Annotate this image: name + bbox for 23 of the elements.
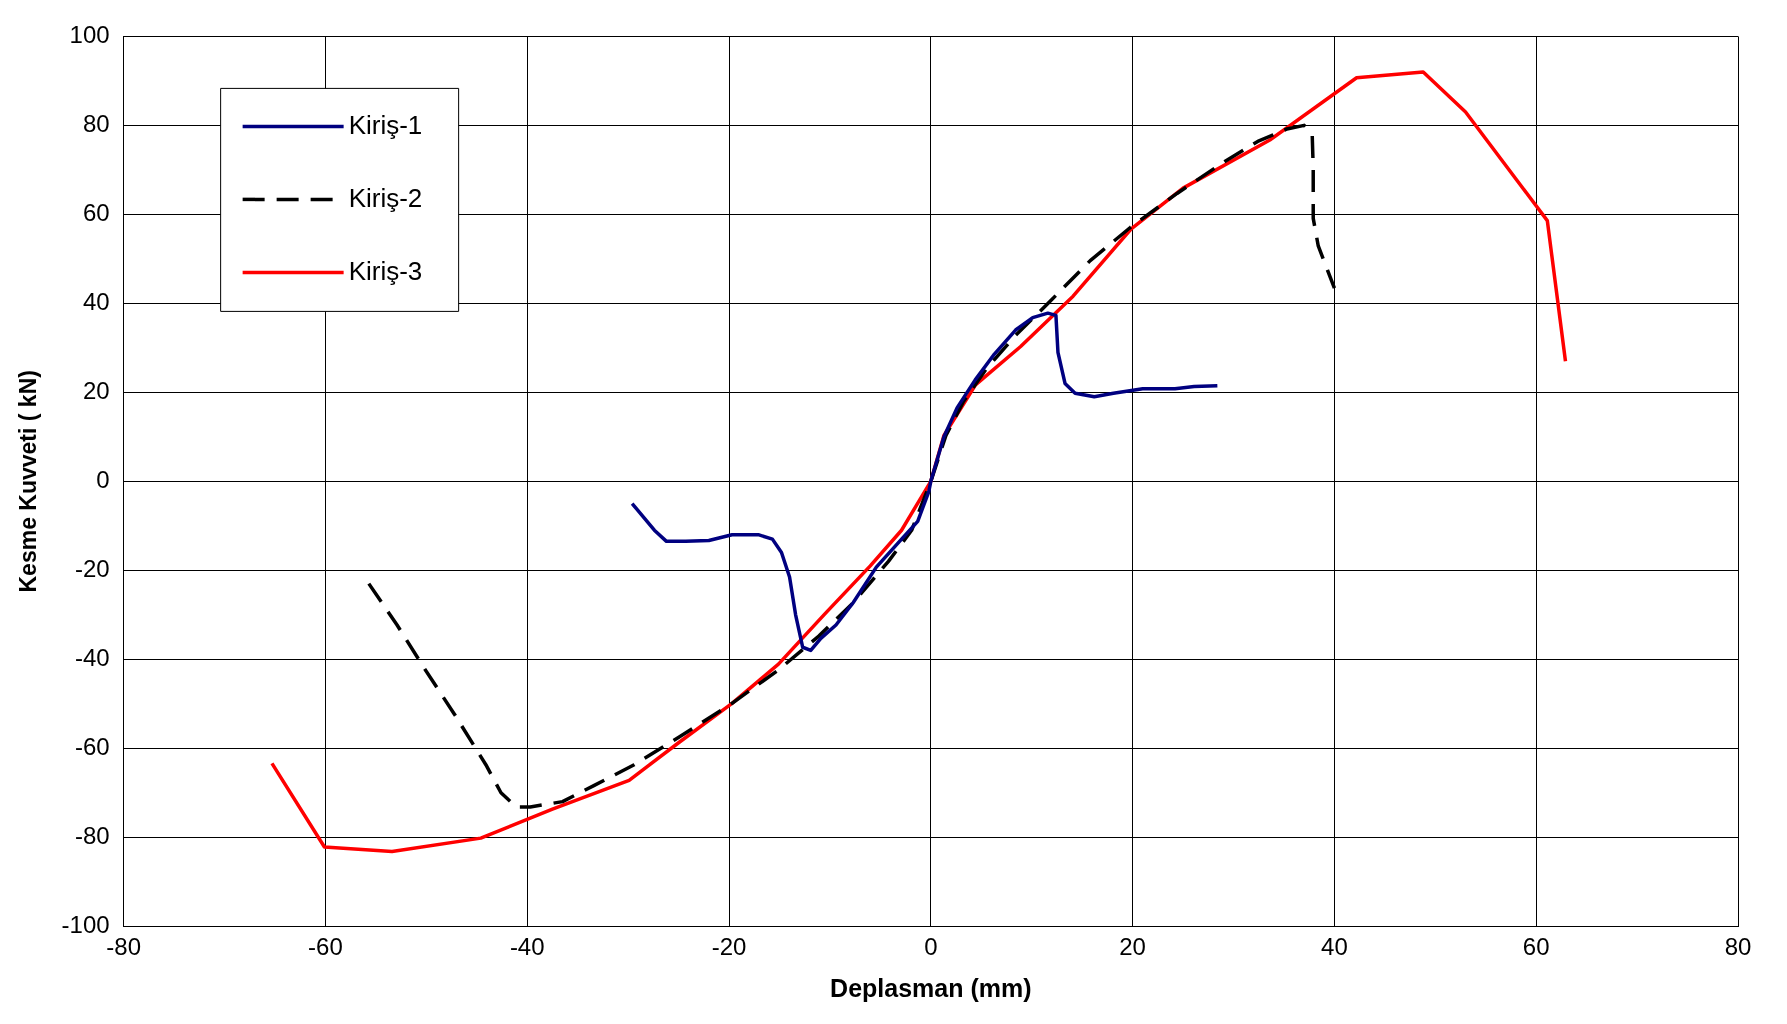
y-tick-label: 0 <box>96 465 110 493</box>
x-tick-label: 60 <box>1522 933 1550 961</box>
x-tick-label: -60 <box>308 933 343 961</box>
y-tick-label: 80 <box>82 110 110 138</box>
x-tick-label: 40 <box>1321 933 1348 961</box>
x-tick-label: 20 <box>1119 933 1146 961</box>
legend-label: Kiriş-1 <box>348 109 423 140</box>
x-tick-label: 0 <box>924 933 938 961</box>
y-tick-label: -60 <box>74 732 110 760</box>
y-axis-title: Kesme Kuvveti ( kN) <box>15 370 42 593</box>
legend-label: Kiriş-3 <box>348 255 423 286</box>
x-tick-label: 80 <box>1724 933 1752 961</box>
y-tick-label: -40 <box>74 643 110 671</box>
x-tick-label: -20 <box>711 933 747 961</box>
x-axis-title: Deplasman (mm) <box>830 973 1032 1002</box>
y-tick-label: 40 <box>82 287 110 315</box>
y-tick-label: 20 <box>82 376 110 404</box>
x-tick-label: -40 <box>509 933 545 961</box>
y-tick-label: -80 <box>74 821 110 849</box>
y-tick-label: -20 <box>74 554 110 582</box>
y-tick-label: 100 <box>69 21 110 49</box>
y-tick-label: 60 <box>82 198 110 226</box>
legend-label: Kiriş-2 <box>348 182 423 213</box>
